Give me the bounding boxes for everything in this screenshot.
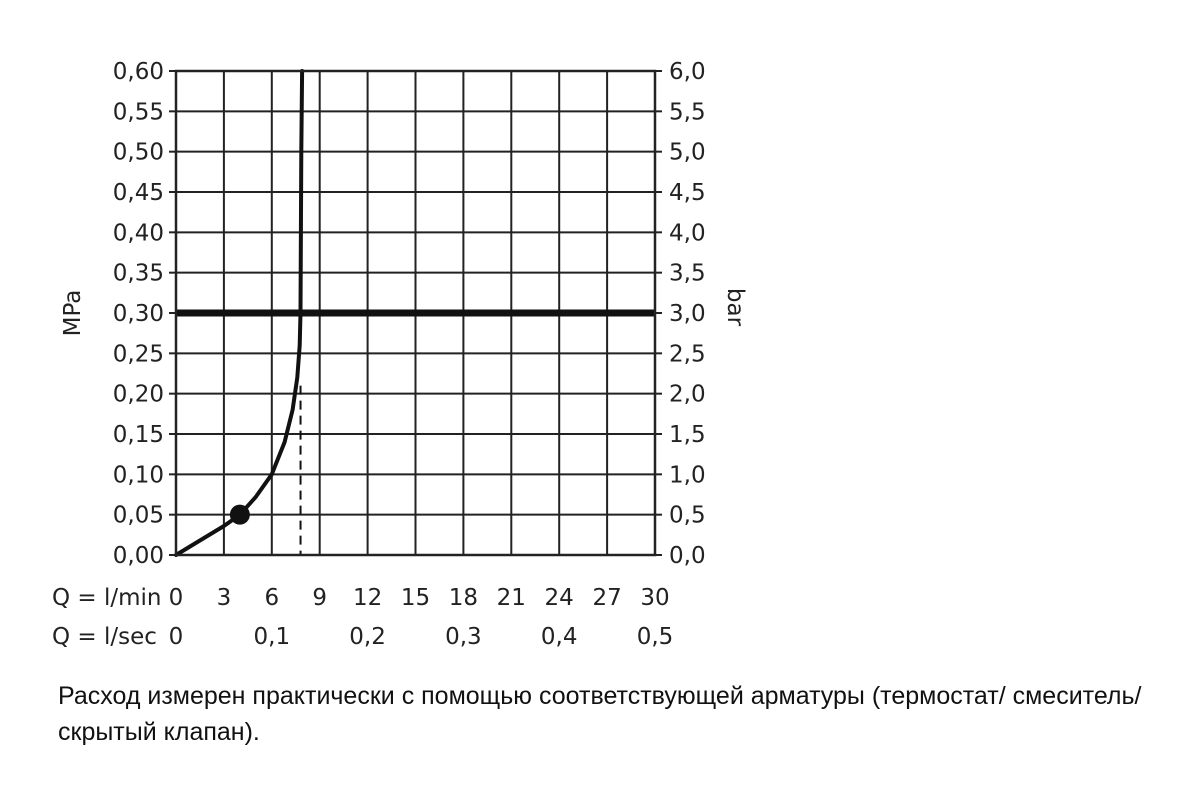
y-left-tick-label: 0,00 <box>113 543 164 569</box>
series-layer <box>174 69 305 557</box>
x-lmin-tick-label: 27 <box>592 585 621 611</box>
reference-layer <box>176 309 655 555</box>
y-left-tick-label: 0,60 <box>113 59 164 85</box>
y-right-tick-label: 6,0 <box>669 59 706 85</box>
y-left-tick-label: 0,35 <box>113 261 164 287</box>
y-left-tick-label: 0,25 <box>113 341 164 367</box>
y-left-tick-label: 0,10 <box>113 462 164 488</box>
x-lsec-tick-label: 0,2 <box>349 624 386 650</box>
y-left-tick-label: 0,05 <box>113 503 164 529</box>
y-right-tick-label: 0,5 <box>669 503 706 529</box>
x-lmin-tick-label: 18 <box>449 585 478 611</box>
y-left-tick-label: 0,55 <box>113 99 164 125</box>
plot-frame <box>174 69 657 557</box>
x-lsec-tick-label: 0,1 <box>254 624 291 650</box>
operating-point-marker <box>229 504 250 525</box>
y-left-tick-label: 0,50 <box>113 140 164 166</box>
y-right-tick-label: 5,0 <box>669 140 706 166</box>
y-left-tick-label: 0,20 <box>113 382 164 408</box>
x-lmin-tick-label: 9 <box>312 585 327 611</box>
x-lmin-tick-label: 24 <box>545 585 574 611</box>
y-right-tick-label: 3,5 <box>669 261 706 287</box>
y-axis-left-label: MPa <box>60 290 86 337</box>
y-right-tick-label: 1,5 <box>669 422 706 448</box>
x-lmin-tick-label: 30 <box>640 585 669 611</box>
y-right-tick-label: 0,0 <box>669 543 706 569</box>
chart-caption: Расход измерен практически с помощью соо… <box>58 682 1142 746</box>
y-right-tick-label: 1,0 <box>669 462 706 488</box>
x-lmin-tick-label: 3 <box>217 585 232 611</box>
x-lmin-tick-label: 15 <box>401 585 430 611</box>
x-lsec-tick-label: 0 <box>169 624 184 650</box>
y-left-tick-label: 0,15 <box>113 422 164 448</box>
x-lsec-tick-label: 0,4 <box>541 624 578 650</box>
x-lmin-tick-label: 12 <box>353 585 382 611</box>
plot-frame-layer <box>174 69 657 557</box>
y-axis-right-label: bar <box>722 288 748 327</box>
y-left-tick-label: 0,40 <box>113 220 164 246</box>
x-lsec-tick-label: 0,3 <box>445 624 482 650</box>
x-lsec-tick-label: 0,5 <box>637 624 674 650</box>
flow-curve <box>174 69 305 557</box>
y-right-tick-label: 2,0 <box>669 382 706 408</box>
y-right-tick-label: 3,0 <box>669 301 706 327</box>
y-left-tick-label: 0,30 <box>113 301 164 327</box>
pressure-flow-chart: 0,000,050,100,150,200,250,300,350,400,45… <box>52 59 748 650</box>
y-right-tick-label: 4,0 <box>669 220 706 246</box>
x-lmin-tick-label: 0 <box>169 585 184 611</box>
y-right-tick-label: 4,5 <box>669 180 706 206</box>
x-axis-lmin-label: Q = l/min <box>52 585 162 611</box>
y-right-tick-label: 5,5 <box>669 99 706 125</box>
tick-labels: 0,000,050,100,150,200,250,300,350,400,45… <box>113 59 706 650</box>
x-axis-lsec-label: Q = l/sec <box>52 624 157 650</box>
y-left-tick-label: 0,45 <box>113 180 164 206</box>
x-lmin-tick-label: 6 <box>264 585 279 611</box>
x-lmin-tick-label: 21 <box>497 585 526 611</box>
y-right-tick-label: 2,5 <box>669 341 706 367</box>
